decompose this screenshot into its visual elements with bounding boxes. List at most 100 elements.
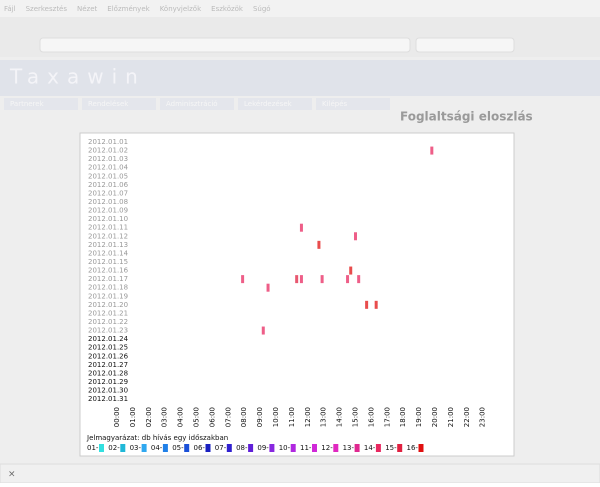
date-label: 2012.01.14 xyxy=(88,249,129,257)
hour-label: 20:00 xyxy=(431,407,439,427)
legend-label: 11- xyxy=(300,444,312,452)
occupancy-mark xyxy=(295,275,299,284)
menu-item[interactable]: Nézet xyxy=(77,5,98,13)
legend-label: 06- xyxy=(194,444,206,452)
legend-swatch xyxy=(290,444,296,452)
date-label: 2012.01.08 xyxy=(88,198,128,206)
nav-label[interactable]: Lekérdezések xyxy=(244,100,293,108)
hour-label: 23:00 xyxy=(479,407,487,427)
legend-swatch xyxy=(397,444,403,452)
site-header xyxy=(0,60,600,96)
menu-item[interactable]: Fájl xyxy=(4,5,16,13)
hour-label: 06:00 xyxy=(208,407,216,427)
hour-label: 08:00 xyxy=(240,407,248,427)
date-label: 2012.01.30 xyxy=(88,387,128,395)
legend-swatch xyxy=(120,444,126,452)
menu: Fájl Szerkesztés Nézet Előzmények Könyvjelző… xyxy=(4,4,271,13)
search-bar[interactable] xyxy=(415,37,515,53)
hour-label: 03:00 xyxy=(161,407,169,427)
hour-label: 18:00 xyxy=(399,407,407,427)
legend-label: 03- xyxy=(130,444,142,452)
date-label: 2012.01.31 xyxy=(88,395,128,403)
hour-label: 09:00 xyxy=(256,407,264,427)
legend-label: 10- xyxy=(279,444,291,452)
legend-swatch xyxy=(226,444,232,452)
legend-swatch xyxy=(99,444,104,452)
hour-label: 16:00 xyxy=(367,407,375,427)
date-label: 2012.01.13 xyxy=(88,241,128,249)
hour-label: 05:00 xyxy=(193,407,201,427)
hour-label: 22:00 xyxy=(463,407,471,427)
legend-label: 15- xyxy=(385,444,397,452)
hour-label: 17:00 xyxy=(383,407,391,427)
menu-item[interactable]: Könyvjelzők xyxy=(160,4,202,13)
date-label: 2012.01.06 xyxy=(88,181,129,189)
nav-tab[interactable] xyxy=(238,98,312,110)
legend-label: 04- xyxy=(151,444,163,452)
legend-swatch xyxy=(312,444,317,452)
date-label: 2012.01.16 xyxy=(88,267,129,275)
hour-label: 15:00 xyxy=(352,407,360,427)
hour-label: 00:00 xyxy=(113,407,121,427)
nav-tab[interactable] xyxy=(160,98,234,110)
date-label: 2012.01.20 xyxy=(88,301,128,309)
date-label: 2012.01.18 xyxy=(88,284,128,292)
legend-swatch xyxy=(269,444,275,452)
nav: Partnerek Rendelések Adminisztráció Lekérde… xyxy=(4,98,390,110)
date-label: 2012.01.27 xyxy=(88,361,128,369)
date-label: 2012.01.07 xyxy=(88,189,128,197)
hour-label: 11:00 xyxy=(288,407,296,427)
legend-title: Jelmagyarázat: db hívás egy időszakban xyxy=(86,433,228,442)
menu-item[interactable]: Súgó xyxy=(253,5,271,13)
legend-swatch xyxy=(354,444,360,452)
legend-swatch xyxy=(141,444,147,452)
address-bar[interactable] xyxy=(39,37,411,53)
legend-swatch xyxy=(184,444,190,452)
menu-item[interactable]: Eszközök xyxy=(211,5,244,13)
occupancy-mark xyxy=(365,300,369,309)
date-label: 2012.01.23 xyxy=(88,327,128,335)
nav-tab[interactable] xyxy=(82,98,156,110)
hour-label: 21:00 xyxy=(447,407,455,427)
occupancy-mark xyxy=(266,283,270,292)
date-label: 2012.01.11 xyxy=(88,224,128,232)
occupancy-mark xyxy=(317,240,321,249)
chart: 2012.01.012012.01.022012.01.032012.01.04… xyxy=(86,138,487,452)
nav-label[interactable]: Partnerek xyxy=(10,100,45,108)
nav-tab[interactable] xyxy=(4,98,78,110)
nav-tab[interactable] xyxy=(316,98,390,110)
date-label: 2012.01.28 xyxy=(88,369,128,377)
occupancy-mark xyxy=(241,275,245,284)
menu-bar xyxy=(0,0,600,17)
close-icon[interactable]: × xyxy=(8,470,16,480)
occupancy-mark xyxy=(320,275,324,284)
hour-label: 01:00 xyxy=(129,407,137,427)
site-title: Taxawin xyxy=(9,65,146,89)
status-bar xyxy=(0,463,600,484)
menu-item[interactable]: Előzmények xyxy=(107,4,150,13)
date-label: 2012.01.29 xyxy=(88,378,128,386)
date-label: 2012.01.04 xyxy=(88,164,129,172)
date-label: 2012.01.25 xyxy=(88,344,128,352)
date-label: 2012.01.22 xyxy=(88,318,128,326)
hour-label: 07:00 xyxy=(224,407,232,427)
date-label: 2012.01.17 xyxy=(88,275,128,283)
date-label: 2012.01.09 xyxy=(88,207,128,215)
menu-item[interactable]: Szerkesztés xyxy=(26,5,68,13)
legend-label: 02- xyxy=(108,444,120,452)
nav-label[interactable]: Rendelések xyxy=(88,100,129,108)
date-label: 2012.01.05 xyxy=(88,172,128,180)
hour-label: 13:00 xyxy=(320,407,328,427)
occupancy-mark xyxy=(346,275,350,284)
nav-label[interactable]: Adminisztráció xyxy=(166,100,218,108)
date-label: 2012.01.21 xyxy=(88,309,128,317)
nav-label[interactable]: Kilépés xyxy=(322,100,348,108)
date-label: 2012.01.12 xyxy=(88,232,128,240)
hour-label: 19:00 xyxy=(415,407,423,427)
occupancy-mark xyxy=(349,266,353,275)
hour-label: 02:00 xyxy=(145,407,153,427)
date-label: 2012.01.26 xyxy=(88,352,129,360)
legend-swatch xyxy=(333,444,339,452)
hour-label: 10:00 xyxy=(272,407,280,427)
